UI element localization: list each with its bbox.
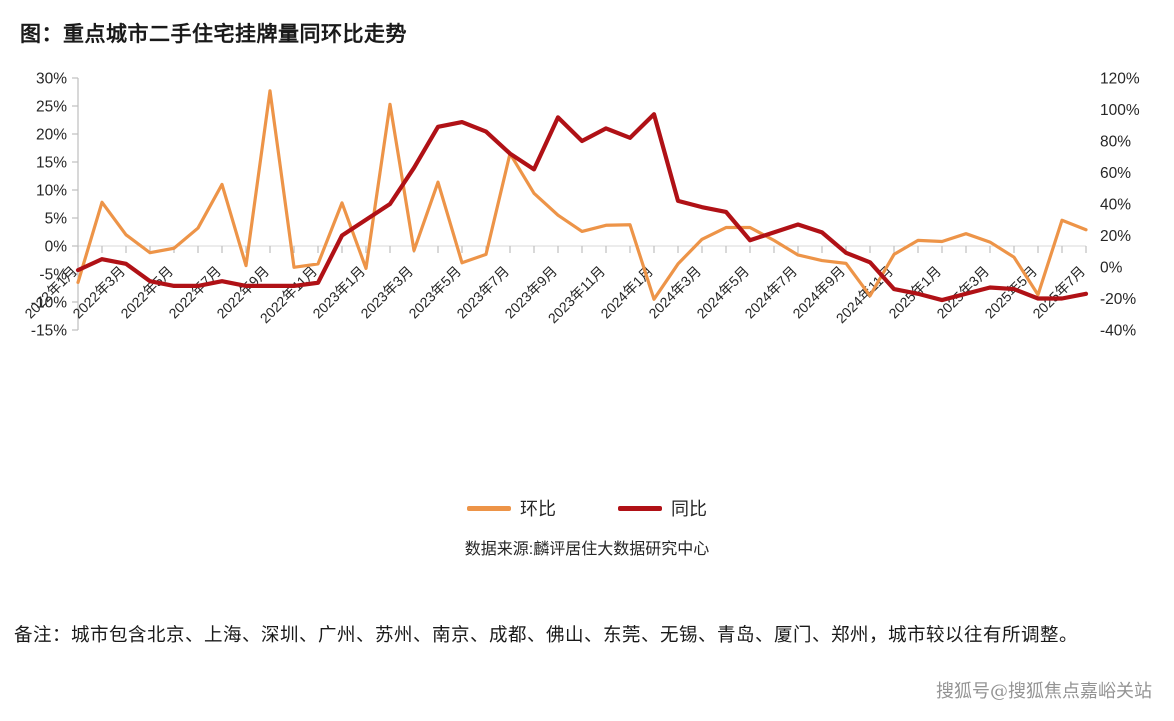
right-axis-tick: 120% (1100, 71, 1140, 88)
left-axis-tick-labels: 30% 25% 20% 15% 10% 5% 0% -5% -10% -15% (31, 71, 67, 340)
left-axis-tick: 10% (36, 183, 67, 200)
legend-item-huanbi: 环比 (467, 495, 556, 521)
legend-swatch-tongbi (618, 505, 662, 511)
chart-legend: 环比 同比 (0, 495, 1174, 521)
left-axis-tick: -5% (39, 267, 67, 284)
right-axis-tick: -40% (1100, 323, 1136, 340)
left-axis-tick: 20% (36, 127, 67, 144)
left-axis-tick: -10% (31, 295, 67, 312)
right-axis-tick: 60% (1100, 165, 1131, 182)
series-line-tongbi (75, 112, 1089, 303)
right-axis-tick-labels: 120% 100% 80% 60% 40% 20% 0% -20% -40% (1100, 71, 1140, 340)
data-source-text: 数据来源:麟评居住大数据研究中心 (464, 541, 710, 558)
axes (72, 77, 1087, 331)
legend-item-tongbi: 同比 (618, 495, 707, 521)
left-axis-tick: -15% (31, 323, 67, 340)
legend-swatch-huanbi (467, 505, 511, 511)
left-axis-tick: 0% (45, 239, 68, 256)
right-axis-tick: 80% (1100, 134, 1131, 151)
right-axis-tick: 40% (1100, 197, 1131, 214)
right-axis-tick: 100% (1100, 102, 1140, 119)
left-axis-tick: 30% (36, 71, 67, 88)
series-lines (75, 89, 1089, 303)
right-axis-tick: 20% (1100, 228, 1131, 245)
line-chart-svg: 30% 25% 20% 15% 10% 5% 0% -5% -10% -15% 120% 100% 8… (21, 71, 1140, 340)
chart-title: 图：重点城市二手住宅挂牌量同环比走势 (20, 23, 407, 46)
chart-plot-area: 30% 25% 20% 15% 10% 5% 0% -5% -10% -15% 120% 100% 8… (0, 55, 1174, 515)
legend-label-tongbi: 同比 (671, 499, 707, 519)
left-axis-tick: 5% (45, 211, 68, 228)
right-axis-tick: -20% (1100, 291, 1136, 308)
left-axis-tick: 25% (36, 99, 67, 116)
right-axis-tick: 0% (1100, 260, 1123, 277)
legend-label-huanbi: 环比 (520, 499, 556, 519)
left-axis-tick: 15% (36, 155, 67, 172)
watermark-text: 搜狐号@搜狐焦点嘉峪关站 (936, 681, 1152, 702)
series-line-huanbi (76, 89, 1088, 301)
footnote-text: 备注：城市包含北京、上海、深圳、广州、苏州、南京、成都、佛山、东莞、无锡、青岛、… (14, 625, 1079, 646)
